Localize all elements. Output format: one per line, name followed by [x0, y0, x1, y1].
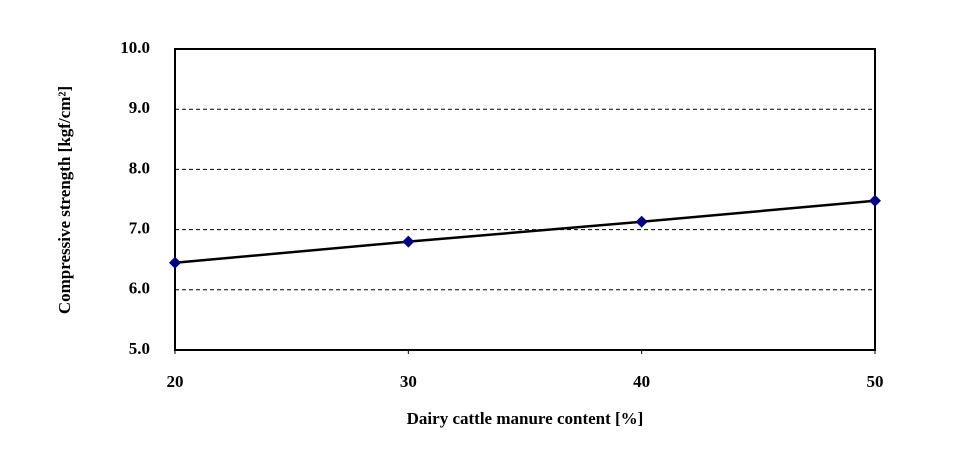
y-tick-label: 10.0 — [120, 38, 150, 57]
marker — [635, 215, 648, 228]
y-tick-label: 9.0 — [129, 98, 150, 117]
x-axis-label: Dairy cattle manure content [%] — [407, 409, 644, 428]
x-tick-label: 30 — [400, 372, 417, 391]
y-tick-label: 5.0 — [129, 339, 150, 358]
x-tick-label: 50 — [867, 372, 884, 391]
y-axis-label: Compressive strength [kgf/cm²] — [55, 86, 74, 314]
y-tick-label: 7.0 — [129, 219, 150, 238]
line — [174, 199, 876, 264]
marker — [169, 256, 181, 269]
y-tick-label: 8.0 — [129, 158, 150, 177]
marker — [402, 235, 415, 248]
plot-frame — [174, 48, 876, 351]
x-tick-label: 40 — [633, 372, 650, 391]
y-tick-label: 6.0 — [129, 279, 150, 298]
x-tick-label: 20 — [167, 372, 184, 391]
marker — [869, 194, 881, 207]
